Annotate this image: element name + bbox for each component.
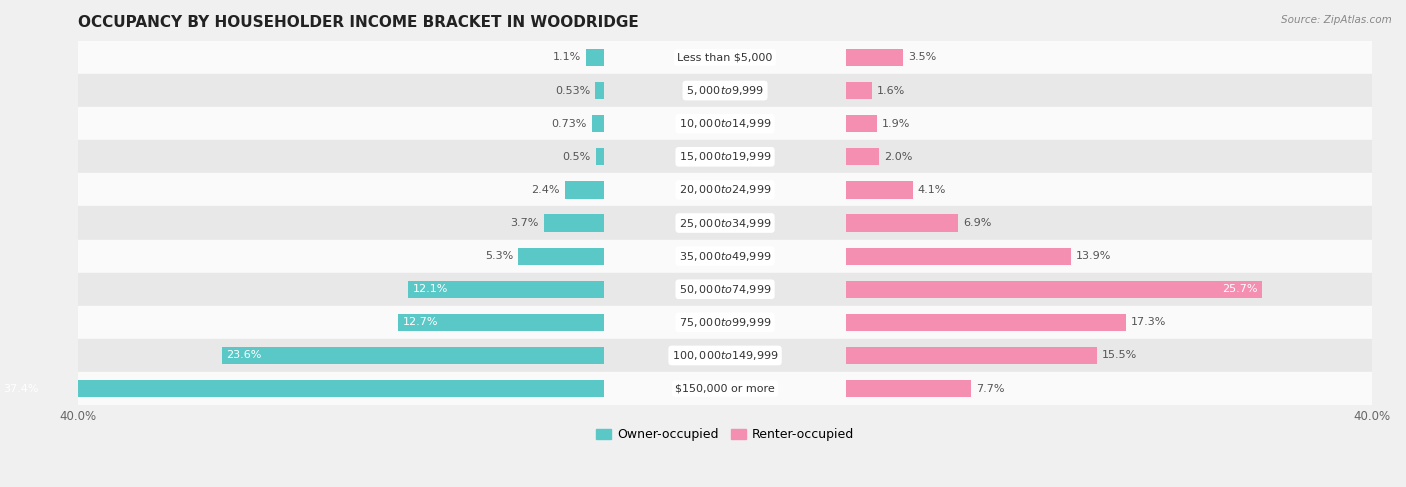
Text: $10,000 to $14,999: $10,000 to $14,999	[679, 117, 772, 130]
Bar	[846, 347, 1097, 364]
Text: 0.5%: 0.5%	[562, 152, 591, 162]
Text: $50,000 to $74,999: $50,000 to $74,999	[679, 283, 772, 296]
Text: $75,000 to $99,999: $75,000 to $99,999	[679, 316, 772, 329]
Bar	[0, 380, 603, 397]
Bar	[77, 306, 1372, 339]
Text: 3.5%: 3.5%	[908, 53, 936, 62]
Text: Source: ZipAtlas.com: Source: ZipAtlas.com	[1281, 15, 1392, 25]
Text: OCCUPANCY BY HOUSEHOLDER INCOME BRACKET IN WOODRIDGE: OCCUPANCY BY HOUSEHOLDER INCOME BRACKET …	[77, 15, 638, 30]
Bar	[398, 314, 603, 331]
Bar	[846, 281, 1263, 298]
Bar	[586, 49, 603, 66]
Bar	[517, 247, 603, 265]
Bar	[77, 173, 1372, 206]
Bar	[77, 273, 1372, 306]
Text: $20,000 to $24,999: $20,000 to $24,999	[679, 184, 772, 196]
Text: 7.7%: 7.7%	[976, 384, 1004, 393]
Bar	[77, 140, 1372, 173]
Text: $5,000 to $9,999: $5,000 to $9,999	[686, 84, 765, 97]
Text: 0.73%: 0.73%	[551, 119, 586, 129]
Bar	[222, 347, 603, 364]
Text: 23.6%: 23.6%	[226, 351, 262, 360]
Text: 1.9%: 1.9%	[882, 119, 911, 129]
Bar	[544, 214, 603, 232]
Text: 12.7%: 12.7%	[404, 318, 439, 327]
Text: $25,000 to $34,999: $25,000 to $34,999	[679, 217, 772, 229]
Text: 2.0%: 2.0%	[883, 152, 912, 162]
Text: $35,000 to $49,999: $35,000 to $49,999	[679, 250, 772, 262]
Bar	[846, 82, 872, 99]
Text: $150,000 or more: $150,000 or more	[675, 384, 775, 393]
Bar	[846, 247, 1071, 265]
Bar	[846, 115, 877, 132]
Legend: Owner-occupied, Renter-occupied: Owner-occupied, Renter-occupied	[591, 423, 859, 446]
Bar	[77, 339, 1372, 372]
Bar	[846, 214, 957, 232]
Text: 1.6%: 1.6%	[877, 86, 905, 95]
Text: 12.1%: 12.1%	[413, 284, 449, 294]
Text: 6.9%: 6.9%	[963, 218, 991, 228]
Bar	[77, 372, 1372, 405]
Bar	[408, 281, 603, 298]
Text: 0.53%: 0.53%	[555, 86, 591, 95]
Text: 25.7%: 25.7%	[1222, 284, 1257, 294]
Text: 3.7%: 3.7%	[510, 218, 538, 228]
Bar	[77, 107, 1372, 140]
Text: 5.3%: 5.3%	[485, 251, 513, 261]
Bar	[846, 148, 879, 166]
Bar	[77, 240, 1372, 273]
Bar	[77, 74, 1372, 107]
Bar	[77, 41, 1372, 74]
Bar	[565, 181, 603, 199]
Bar	[846, 181, 912, 199]
Text: 13.9%: 13.9%	[1076, 251, 1112, 261]
Text: 4.1%: 4.1%	[918, 185, 946, 195]
Bar	[846, 49, 903, 66]
Text: 1.1%: 1.1%	[553, 53, 581, 62]
Text: 37.4%: 37.4%	[3, 384, 39, 393]
Bar	[592, 115, 603, 132]
Bar	[596, 148, 603, 166]
Bar	[77, 206, 1372, 240]
Text: Less than $5,000: Less than $5,000	[678, 53, 773, 62]
Text: 17.3%: 17.3%	[1132, 318, 1167, 327]
Bar	[595, 82, 603, 99]
Text: 15.5%: 15.5%	[1102, 351, 1137, 360]
Text: 2.4%: 2.4%	[531, 185, 560, 195]
Bar	[846, 314, 1126, 331]
Text: $15,000 to $19,999: $15,000 to $19,999	[679, 150, 772, 163]
Bar	[846, 380, 972, 397]
Text: $100,000 to $149,999: $100,000 to $149,999	[672, 349, 779, 362]
